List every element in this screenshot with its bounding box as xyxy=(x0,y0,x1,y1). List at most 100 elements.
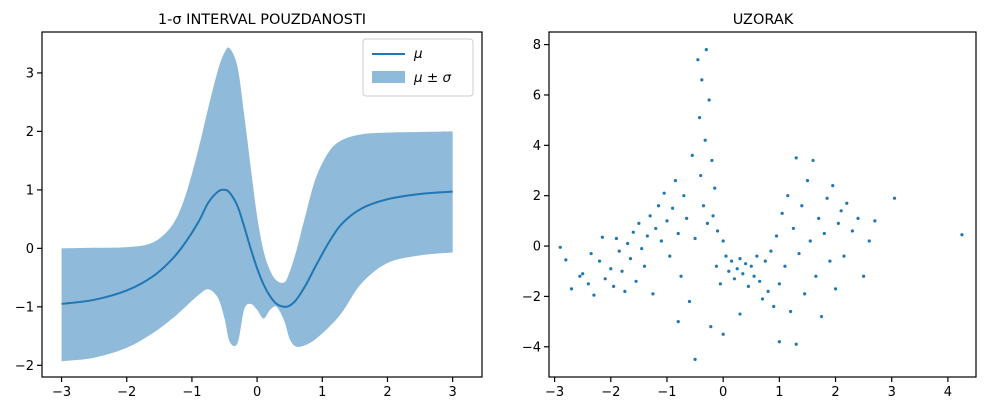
scatter-point xyxy=(609,267,613,271)
scatter-point xyxy=(659,239,663,243)
scatter-point xyxy=(842,254,846,258)
left-x-tick-label: −1 xyxy=(182,385,201,400)
right-chart-title: UZORAK xyxy=(733,12,794,28)
scatter-point xyxy=(766,289,770,293)
scatter-point xyxy=(839,209,843,213)
scatter-point xyxy=(693,357,697,361)
right-y-tick-label: 4 xyxy=(533,139,541,154)
scatter-point xyxy=(631,230,635,234)
scatter-point xyxy=(738,312,742,316)
scatter-point xyxy=(628,257,633,261)
scatter-point xyxy=(645,234,649,238)
right-y-tick-label: 6 xyxy=(533,88,541,103)
scatter-point xyxy=(836,221,840,225)
left-x-tick-label: 2 xyxy=(383,385,391,400)
scatter-point xyxy=(845,201,849,205)
scatter-point xyxy=(772,304,776,309)
right-x-tick-label: −2 xyxy=(601,385,620,400)
scatter-point xyxy=(749,264,753,268)
right-y-tick-label: −4 xyxy=(522,340,541,355)
scatter-point xyxy=(701,204,706,208)
scatter-point xyxy=(738,257,742,261)
scatter-point xyxy=(758,279,762,283)
left-x-tick-label: −3 xyxy=(52,385,71,400)
scatter-point xyxy=(752,274,756,278)
scatter-point xyxy=(676,231,680,236)
scatter-point xyxy=(614,236,619,241)
scatter-point xyxy=(700,78,704,82)
scatter-point xyxy=(833,287,838,291)
right-x-tick-label: 0 xyxy=(719,385,727,400)
scatter-point xyxy=(856,216,860,220)
scatter-point xyxy=(746,284,751,288)
scatter-point xyxy=(721,239,725,243)
right-axes-frame xyxy=(548,31,977,378)
left-mean-layer xyxy=(61,188,453,308)
scatter-point xyxy=(783,264,787,268)
scatter-point xyxy=(696,58,700,62)
scatter-point xyxy=(780,211,784,215)
confidence-band xyxy=(61,47,453,362)
scatter-point xyxy=(673,178,678,183)
scatter-point xyxy=(558,245,562,249)
scatter-point xyxy=(679,274,683,278)
scatter-point xyxy=(862,274,866,278)
scatter-point xyxy=(828,259,832,263)
scatter-point xyxy=(586,282,590,286)
scatter-point xyxy=(800,204,804,208)
scatter-point xyxy=(825,196,829,200)
scatter-point xyxy=(651,292,655,296)
scatter-point xyxy=(788,309,793,314)
scatter-point xyxy=(693,236,697,241)
scatter-point xyxy=(682,194,686,198)
left-x-tick-label: −2 xyxy=(117,385,136,400)
right-points-layer xyxy=(558,48,964,361)
right-y-tick-label: 0 xyxy=(533,240,541,255)
right-y-tick-label: 2 xyxy=(533,189,541,204)
scatter-point xyxy=(811,158,815,163)
scatter-point xyxy=(676,319,680,324)
right-x-tick-label: −3 xyxy=(545,385,564,400)
scatter-point xyxy=(814,274,818,278)
right-x-ticks: −3 −2 −1 0 1 2 3 4 xyxy=(545,377,952,400)
scatter-point xyxy=(597,259,602,263)
scatter-point xyxy=(697,116,702,120)
scatter-point xyxy=(794,156,798,160)
scatter-point xyxy=(808,239,812,243)
scatter-point xyxy=(822,231,826,236)
scatter-point xyxy=(665,219,669,223)
scatter-point xyxy=(642,264,647,268)
scatter-point xyxy=(724,254,728,258)
scatter-point xyxy=(620,269,624,273)
left-y-tick-label: −2 xyxy=(15,359,34,374)
scatter-point xyxy=(850,229,854,233)
scatter-point xyxy=(709,325,713,329)
scatter-point xyxy=(777,340,781,344)
right-x-tick-label: 4 xyxy=(944,385,952,400)
left-x-tick-label: 0 xyxy=(253,385,261,400)
left-chart-title: 1-σ INTERVAL POUZDANOSTI xyxy=(158,12,366,28)
scatter-point xyxy=(710,158,714,163)
scatter-point xyxy=(791,226,796,231)
scatter-point xyxy=(755,254,759,258)
scatter-point xyxy=(713,186,717,190)
scatter-point xyxy=(703,138,707,142)
scatter-point xyxy=(711,214,715,218)
right-chart: −3 −2 −1 0 1 2 3 4 −4 −2 0 2 4 6 8 UZORAK xyxy=(522,12,977,400)
right-y-tick-label: 8 xyxy=(533,38,541,53)
scatter-point xyxy=(735,267,739,271)
left-y-tick-label: −1 xyxy=(15,300,34,315)
scatter-point xyxy=(634,279,638,283)
scatter-point xyxy=(668,254,672,258)
left-legend: μ μ ± σ xyxy=(362,38,474,97)
right-y-tick-label: −2 xyxy=(522,290,541,305)
scatter-point xyxy=(592,293,596,297)
scatter-point xyxy=(960,233,964,237)
scatter-point xyxy=(671,206,675,210)
right-x-tick-label: 1 xyxy=(775,385,783,400)
scatter-point xyxy=(769,249,773,253)
scatter-point xyxy=(797,252,801,256)
scatter-point xyxy=(687,299,692,304)
scatter-point xyxy=(690,153,694,157)
scatter-point xyxy=(564,258,568,262)
